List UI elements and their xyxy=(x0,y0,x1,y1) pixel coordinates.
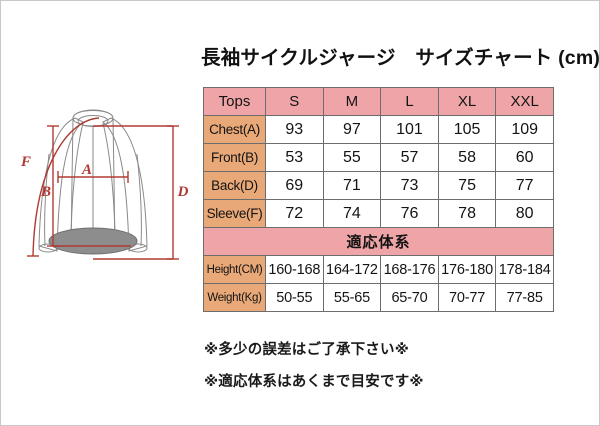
cell-height-xxl: 178-184 xyxy=(495,255,554,284)
cell-chest-xxl: 109 xyxy=(495,115,554,144)
header-cell-m: M xyxy=(322,87,382,116)
cell-height-s: 160-168 xyxy=(265,255,324,284)
cell-front-l: 57 xyxy=(380,143,439,172)
row-label-weight: Weight(Kg) xyxy=(203,283,266,312)
cell-height-l: 168-176 xyxy=(380,255,439,284)
cell-weight-m: 55-65 xyxy=(322,283,382,312)
header-cell-l: L xyxy=(380,87,439,116)
header-cell-xxl: XXL xyxy=(495,87,554,116)
cell-sleeve-xxl: 80 xyxy=(495,199,554,228)
cell-chest-l: 101 xyxy=(380,115,439,144)
measurement-lines xyxy=(27,117,179,260)
cell-weight-s: 50-55 xyxy=(265,283,324,312)
cell-height-xl: 176-180 xyxy=(437,255,497,284)
garment-fold-right xyxy=(136,153,142,247)
cell-back-m: 71 xyxy=(322,171,382,200)
table-row: Height(CM) 160-168 164-172 168-176 176-1… xyxy=(203,255,554,284)
cell-sleeve-s: 72 xyxy=(265,199,324,228)
table-row: Front(B) 53 55 57 58 60 xyxy=(203,143,554,172)
jersey-diagram: A B D F xyxy=(11,96,196,291)
dimension-label-B: B xyxy=(40,184,51,200)
dimension-label-A: A xyxy=(81,162,92,178)
table-row: Sleeve(F) 72 74 76 78 80 xyxy=(203,199,554,228)
size-chart-table: Tops S M L XL XXL Chest(A) 93 97 101 105… xyxy=(203,87,554,312)
cell-front-m: 55 xyxy=(322,143,382,172)
row-label-back: Back(D) xyxy=(203,171,266,200)
cell-weight-l: 65-70 xyxy=(380,283,439,312)
table-header-row: Tops S M L XL XXL xyxy=(203,87,554,116)
cell-sleeve-l: 76 xyxy=(380,199,439,228)
dimension-arc-F xyxy=(32,117,100,257)
cell-back-xxl: 77 xyxy=(495,171,554,200)
cell-front-xxl: 60 xyxy=(495,143,554,172)
row-label-sleeve: Sleeve(F) xyxy=(203,199,266,228)
header-cell-xl: XL xyxy=(437,87,497,116)
footnote-guideline: ※適応体系はあくまで目安です※ xyxy=(204,374,424,390)
page-title: 長袖サイクルジャージ サイズチャート (cm) xyxy=(201,47,600,69)
cell-front-s: 53 xyxy=(265,143,324,172)
cell-back-s: 69 xyxy=(265,171,324,200)
garment-fold-left xyxy=(44,153,50,247)
cell-front-xl: 58 xyxy=(437,143,497,172)
cell-chest-m: 97 xyxy=(322,115,382,144)
cell-sleeve-xl: 78 xyxy=(437,199,497,228)
dimension-label-F: F xyxy=(20,154,31,170)
cell-weight-xxl: 77-85 xyxy=(495,283,554,312)
table-row: Chest(A) 93 97 101 105 109 xyxy=(203,115,554,144)
cell-weight-xl: 70-77 xyxy=(437,283,497,312)
dimension-label-D: D xyxy=(177,184,189,200)
table-row: Weight(Kg) 50-55 55-65 65-70 70-77 77-85 xyxy=(203,283,554,312)
header-cell-tops: Tops xyxy=(203,87,266,116)
cell-height-m: 164-172 xyxy=(322,255,382,284)
cell-back-l: 73 xyxy=(380,171,439,200)
cell-chest-s: 93 xyxy=(265,115,324,144)
garment-right-sleeve xyxy=(102,117,148,252)
table-row: Back(D) 69 71 73 75 77 xyxy=(203,171,554,200)
banner-body-fit: 適応体系 xyxy=(203,227,554,256)
cell-sleeve-m: 74 xyxy=(322,199,382,228)
cell-chest-xl: 105 xyxy=(437,115,497,144)
row-label-front: Front(B) xyxy=(203,143,266,172)
cell-back-xl: 75 xyxy=(437,171,497,200)
header-cell-s: S xyxy=(265,87,324,116)
garment-hem-ellipse xyxy=(48,227,138,255)
garment-left-sleeve xyxy=(38,117,84,252)
table-banner-row: 適応体系 xyxy=(203,227,554,256)
row-label-height: Height(CM) xyxy=(203,255,266,284)
footnote-tolerance: ※多少の誤差はご了承下さい※ xyxy=(204,342,409,358)
garment-collar-inner xyxy=(77,115,109,127)
row-label-chest: Chest(A) xyxy=(203,115,266,144)
